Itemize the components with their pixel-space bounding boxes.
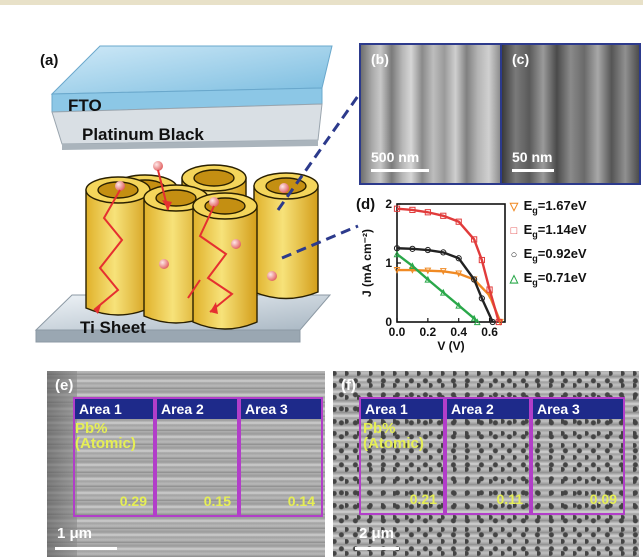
area-value: 0.21 <box>410 491 437 507</box>
scale-f-text: 2 μm <box>359 525 394 542</box>
ti-sheet-label: Ti Sheet <box>80 318 146 338</box>
pb-atomic-label: Pb% (Atomic) <box>363 421 424 451</box>
sem-image-e: (e) Area 1 0.29 Area 2 0.15 Area 3 0.14 … <box>47 371 325 557</box>
top-border <box>0 0 643 5</box>
plot-frame <box>397 204 505 322</box>
sem-image-b: (b) 500 nm <box>359 43 502 185</box>
legend-item: ▽ Eg=1.67eV <box>508 198 587 216</box>
series-line <box>397 254 477 322</box>
area-title: Area 1 <box>361 399 443 419</box>
scale-e-bar <box>55 547 117 550</box>
legend-item: □ Eg=1.14eV <box>508 222 587 240</box>
y-axis-label: J (mA cm⁻²) <box>360 229 374 297</box>
scale-b-bar <box>371 169 429 172</box>
eds-area-box: Area 1 0.21 <box>359 397 445 515</box>
panel-c-label: (c) <box>512 51 529 67</box>
eds-area-box: Area 1 0.29 <box>73 397 155 517</box>
x-tick-label: 0.6 <box>481 325 498 339</box>
area-value: 0.14 <box>288 493 315 509</box>
panel-e-label: (e) <box>55 377 73 394</box>
sem-image-c: (c) 50 nm <box>500 43 641 185</box>
eds-area-box: Area 3 0.14 <box>239 397 323 517</box>
fto-label: FTO <box>68 96 102 116</box>
area-value: 0.15 <box>204 493 231 509</box>
eds-area-box: Area 3 0.09 <box>531 397 625 515</box>
area-title: Area 1 <box>75 399 153 419</box>
platinum-label: Platinum Black <box>82 125 204 145</box>
area-title: Area 3 <box>533 399 623 419</box>
eds-area-box: Area 2 0.11 <box>445 397 531 515</box>
pb-atomic-label: Pb% (Atomic) <box>75 421 136 451</box>
x-tick-label: 0.4 <box>450 325 467 339</box>
legend-item: ○ Eg=0.92eV <box>508 246 587 264</box>
sem-image-f: (f) Area 1 0.21 Area 2 0.11 Area 3 0.09 … <box>333 371 639 557</box>
scale-e-text: 1 μm <box>57 525 92 542</box>
x-axis-label: V (V) <box>437 339 464 353</box>
x-tick-label: 0.2 <box>420 325 437 339</box>
nanotube <box>193 193 257 329</box>
schematic-drawing <box>0 40 360 370</box>
scale-f-bar <box>355 547 399 550</box>
y-tick-label: 2 <box>385 197 392 211</box>
y-tick-label: 0 <box>385 315 392 329</box>
area-value: 0.11 <box>497 491 523 507</box>
scale-c-bar <box>512 169 554 172</box>
scale-b-text: 500 nm <box>371 149 419 165</box>
legend-item: △ Eg=0.71eV <box>508 270 587 288</box>
ti-side <box>36 330 300 342</box>
area-title: Area 2 <box>447 399 529 419</box>
area-title: Area 2 <box>157 399 237 419</box>
area-value: 0.09 <box>590 491 617 507</box>
area-value: 0.29 <box>120 493 147 509</box>
eds-area-box: Area 2 0.15 <box>155 397 239 517</box>
fto-top <box>52 46 332 94</box>
panel-f-label: (f) <box>341 377 356 394</box>
area-title: Area 3 <box>241 399 321 419</box>
scale-c-text: 50 nm <box>512 149 552 165</box>
y-tick-label: 1 <box>385 256 392 270</box>
panel-b-label: (b) <box>371 51 389 67</box>
